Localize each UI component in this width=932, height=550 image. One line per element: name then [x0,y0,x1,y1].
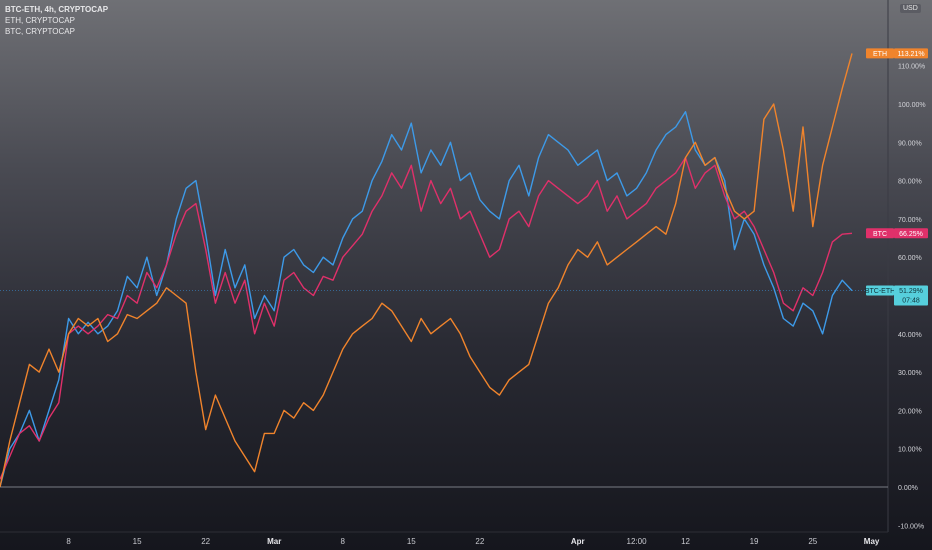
y-tick-label: 90.00% [898,140,922,147]
tag-series-name: BTC-ETH [865,288,895,295]
y-tick-label: 40.00% [898,332,922,339]
x-tick-label: 22 [201,537,210,546]
currency-badge[interactable]: USD [900,4,921,13]
tag-name-bg [866,228,894,239]
y-tick-label: -10.00% [898,523,924,530]
series-line-btc [0,156,853,480]
x-tick-label: 19 [750,537,759,546]
legend-main-symbol[interactable]: BTC-ETH, 4h, CRYPTOCAP [5,5,109,14]
tag-value: 66.25% [899,231,923,238]
legend-btc-symbol[interactable]: BTC, CRYPTOCAP [5,27,75,36]
tag-name-bg [866,285,894,296]
last-value-tag-btc-eth: BTC-ETH 51.29% 07:48 [865,285,928,306]
x-tick-label: 12 [681,537,690,546]
y-tick-label: 70.00% [898,217,922,224]
tag-name-bg [866,48,894,59]
y-tick-label: 30.00% [898,370,922,377]
x-tick-label: 12:00 [627,537,648,546]
y-tick-label: 80.00% [898,179,922,186]
y-tick-label: 10.00% [898,447,922,454]
tag-value-bg [894,285,928,306]
tag-value-bg [894,228,928,239]
x-tick-label: 22 [475,537,484,546]
y-tick-label: 60.00% [898,255,922,262]
series-line-btc-eth [0,110,853,488]
tag-value-bg [894,48,928,59]
tag-countdown: 07:48 [902,298,920,305]
x-tick-label: Apr [571,537,585,546]
y-tick-label: 20.00% [898,408,922,415]
x-tick-label: May [864,537,880,546]
tag-series-name: BTC [873,231,887,238]
x-tick-label: 8 [66,537,71,546]
legend-eth-symbol[interactable]: ETH, CRYPTOCAP [5,16,75,25]
y-tick-label: 0.00% [898,485,918,492]
series-line-eth [0,53,853,488]
tag-value: 51.29% [899,288,923,295]
x-tick-label: Mar [267,537,281,546]
x-tick-label: 15 [133,537,142,546]
tag-value: 113.21% [897,51,924,58]
last-value-tag-eth: ETH 113.21% [866,48,928,59]
x-tick-label: 15 [407,537,416,546]
x-tick-label: 25 [808,537,817,546]
x-tick-label: 8 [341,537,346,546]
y-tick-label: 110.00% [898,64,925,71]
y-tick-label: 100.00% [898,102,926,109]
tag-series-name: ETH [873,51,887,58]
last-value-tag-btc: BTC 66.25% [866,228,928,239]
chart-legend: BTC-ETH, 4h, CRYPTOCAP ETH, CRYPTOCAP BT… [5,4,108,37]
